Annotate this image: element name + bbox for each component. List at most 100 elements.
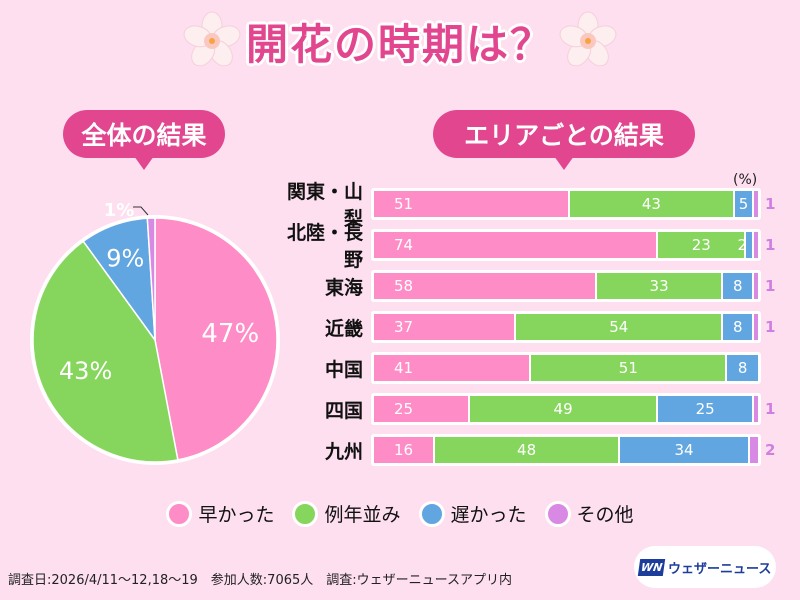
pie-slice-other <box>146 217 156 341</box>
bar-segment-early: 58 <box>374 273 597 299</box>
bar-row: 関東・山梨 51 43 5 1 <box>275 181 785 230</box>
bar-category-label: 近畿 <box>324 317 363 340</box>
bar-value-label: 51 <box>618 359 638 377</box>
legend-label: 例年並み <box>324 504 401 526</box>
bar-category-label: 中国 <box>324 358 363 381</box>
bar-segment-early: 37 <box>374 314 517 340</box>
area-result-heading: エリアごとの結果 <box>433 110 695 158</box>
bar-value-label: 34 <box>674 441 694 459</box>
sakura-icon-left <box>183 11 241 67</box>
bar-row: 近畿 37 54 8 1 <box>275 311 785 343</box>
bar-segment-normal: 33 <box>596 273 724 299</box>
bar-segment-other <box>750 437 758 463</box>
bar-frame: 37 54 8 <box>371 311 761 343</box>
bar-value-label: 41 <box>394 359 414 377</box>
pie-leader-line <box>133 206 149 216</box>
bar-value-label: 49 <box>553 400 573 418</box>
legend: 早かった 例年並み 遅かった その他 <box>0 500 800 527</box>
bar-value-label: 43 <box>641 195 661 213</box>
legend-item-other: その他 <box>544 500 634 527</box>
bar-other-value: 2 <box>765 441 776 459</box>
pie-label-late: 9% <box>106 244 144 272</box>
bar-segment-early: 51 <box>374 191 570 217</box>
legend-swatch <box>292 500 319 527</box>
bar-segment-other <box>754 396 758 422</box>
bar-row: 四国 25 49 25 1 <box>275 393 785 425</box>
bar-frame: 41 51 8 <box>371 352 761 384</box>
bar-segment-late: 25 <box>658 396 755 422</box>
bar-segment-late: 5 <box>734 191 755 217</box>
overall-result-heading: 全体の結果 <box>63 110 225 158</box>
bar-segment-normal: 54 <box>516 314 724 340</box>
legend-item-late: 遅かった <box>418 500 527 527</box>
bar-frame: 51 43 5 <box>371 188 761 220</box>
legend-label: 早かった <box>198 504 275 526</box>
overall-pie-chart: 47% 43% 9% 1% <box>30 200 280 465</box>
bar-value-label: 58 <box>394 277 414 295</box>
pie-label-other: 1% <box>104 200 135 221</box>
bar-category-label: 九州 <box>324 440 363 463</box>
bar-value-label: 33 <box>649 277 669 295</box>
legend-swatch <box>418 500 445 527</box>
bar-value-label: 25 <box>695 400 715 418</box>
pie-slice-normal <box>32 240 179 463</box>
bar-other-value: 1 <box>765 277 776 295</box>
legend-item-normal: 例年並み <box>292 500 401 527</box>
bar-segment-normal: 49 <box>470 396 659 422</box>
bar-segment-late: 34 <box>619 437 751 463</box>
bar-other-value: 1 <box>765 400 776 418</box>
bar-row: 中国 41 51 8 <box>275 352 785 384</box>
pie-slice-early <box>154 217 278 461</box>
bar-segment-early: 16 <box>374 437 436 463</box>
bar-segment-other <box>754 314 758 340</box>
bar-value-label: 54 <box>609 318 629 336</box>
legend-item-early: 早かった <box>166 500 274 527</box>
bar-segment-early: 74 <box>374 232 659 258</box>
bar-value-label: 48 <box>517 441 537 459</box>
bar-row: 九州 16 48 34 2 <box>275 434 785 466</box>
bar-segment-late: 8 <box>723 273 755 299</box>
bar-value-label: 16 <box>394 441 414 459</box>
legend-label: その他 <box>576 504 634 526</box>
bar-segment-normal: 51 <box>531 355 728 381</box>
unit-label: (%) <box>733 172 758 188</box>
bar-row: 東海 58 33 8 1 <box>275 270 785 302</box>
bar-value-label: 8 <box>733 277 743 295</box>
bar-segment-late: 8 <box>723 314 755 340</box>
bar-value-label: 2 <box>737 236 748 254</box>
legend-swatch <box>544 500 571 527</box>
bar-category-label: 四国 <box>324 399 363 422</box>
page-title: 開花の時期は？ <box>245 19 554 69</box>
bar-value-label: 5 <box>738 195 749 213</box>
bar-value-label: 23 <box>691 236 711 254</box>
bar-value-label: 8 <box>737 359 748 377</box>
bar-category-label: 東海 <box>324 276 363 299</box>
bar-other-value: 1 <box>765 236 776 254</box>
bar-segment-late: 2 <box>738 232 755 258</box>
pie-label-early: 47% <box>201 319 259 349</box>
bar-frame: 58 33 8 <box>371 270 761 302</box>
weathernews-logo: WN ウェザーニュース <box>634 546 776 588</box>
area-stacked-bar-chart: 関東・山梨 51 43 5 1 北陸・長野 74 23 2 1 東海 58 33 8 1 近畿 37 54 8 1 中国… <box>275 181 785 475</box>
logo-mark: WN <box>637 558 666 576</box>
bar-category-label: 北陸・長野 <box>286 222 363 271</box>
bar-value-label: 8 <box>733 318 743 336</box>
bar-segment-late: 8 <box>727 355 758 381</box>
bar-segment-normal: 43 <box>569 191 735 217</box>
bar-segment-early: 25 <box>374 396 470 422</box>
title-area: 開花の時期は？ <box>0 6 800 76</box>
bar-segment-other <box>754 232 758 258</box>
sakura-icon-right <box>559 11 617 67</box>
survey-footer: 調査日:2026/4/11～12,18～19 参加人数:7065人 調査:ウェザ… <box>8 573 512 588</box>
bar-segment-normal: 23 <box>658 232 747 258</box>
bar-value-label: 51 <box>394 195 414 213</box>
bar-segment-other <box>754 191 758 217</box>
logo-text: ウェザーニュース <box>667 561 772 577</box>
bar-other-value: 1 <box>765 195 776 213</box>
bar-row: 北陸・長野 74 23 2 1 <box>275 222 785 271</box>
bar-value-label: 37 <box>394 318 414 336</box>
bar-value-label: 25 <box>394 400 414 418</box>
legend-label: 遅かった <box>450 504 527 526</box>
bar-category-label: 関東・山梨 <box>286 181 363 230</box>
bar-value-label: 74 <box>394 236 414 254</box>
